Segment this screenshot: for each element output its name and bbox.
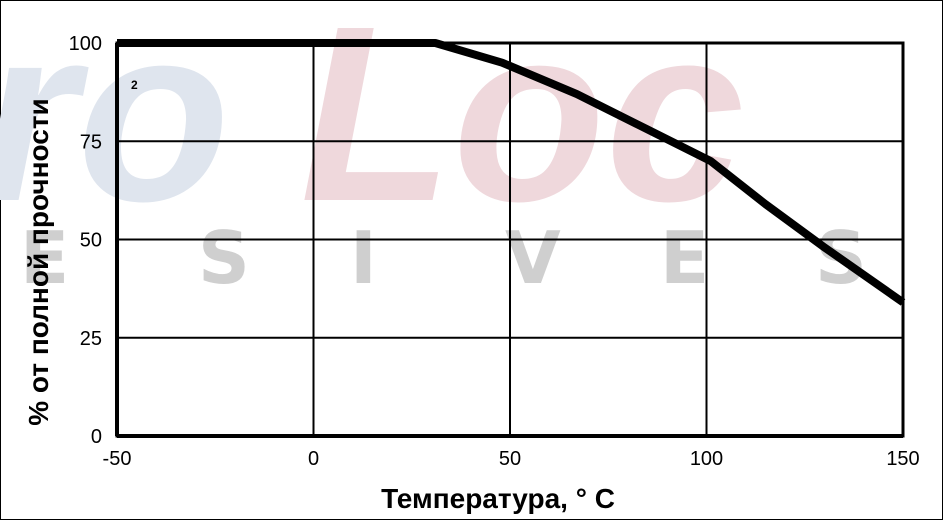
annotation-2: 2 bbox=[131, 78, 138, 92]
series-layer bbox=[116, 39, 906, 306]
chart-grid bbox=[116, 42, 904, 437]
x-tick-label-2: 50 bbox=[499, 448, 521, 470]
y-tick-labels: 0 25 50 75 100 bbox=[69, 33, 102, 448]
y-tick-label-3: 75 bbox=[80, 131, 102, 153]
plot-border bbox=[115, 41, 905, 438]
x-tick-label-1: 0 bbox=[308, 448, 319, 470]
y-tick-label-2: 50 bbox=[80, 230, 102, 252]
watermark-letter-3: V bbox=[505, 216, 561, 300]
watermark-letter-4: E bbox=[660, 216, 709, 300]
y-tick-label-1: 25 bbox=[80, 328, 102, 350]
y-tick-label-0: 0 bbox=[91, 426, 102, 448]
y-tick-label-4: 100 bbox=[69, 33, 102, 55]
x-tick-label-3: 100 bbox=[690, 448, 723, 470]
x-tick-labels: -50 0 50 100 150 bbox=[103, 448, 920, 470]
x-axis-title: Температура, ° C bbox=[381, 483, 615, 514]
watermark-letter-2: I bbox=[350, 216, 377, 300]
x-tick-label-0: -50 bbox=[103, 448, 132, 470]
watermark-letter-1: S bbox=[198, 216, 250, 300]
x-tick-label-4: 150 bbox=[886, 448, 919, 470]
watermark-letter-0: E bbox=[20, 216, 69, 300]
y-axis-title: % от полной прочности bbox=[23, 98, 54, 426]
